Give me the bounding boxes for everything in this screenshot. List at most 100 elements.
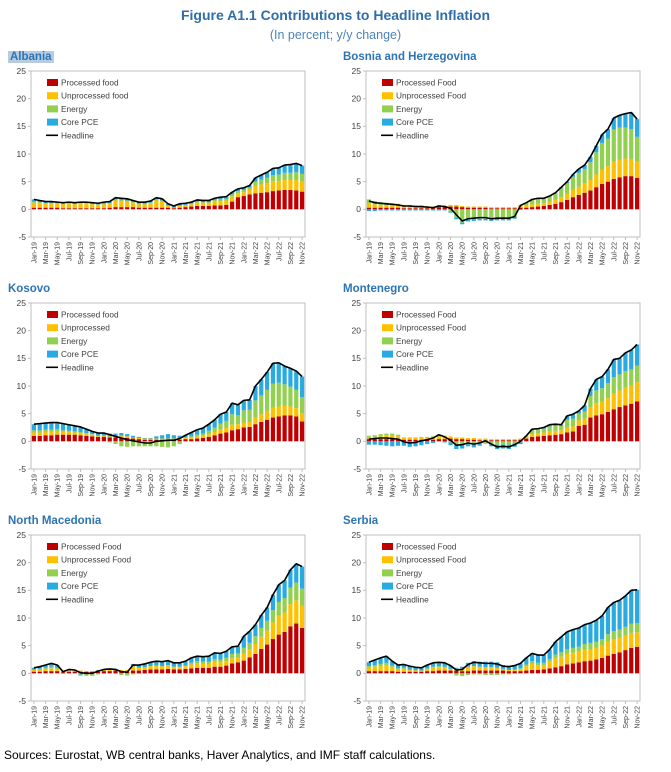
bar-energy: [270, 383, 276, 408]
bar-core_pce: [253, 177, 258, 182]
bar-processed_food: [230, 430, 235, 442]
x-tick-label: Mar-19: [43, 706, 50, 728]
bar-unprocessed_food: [448, 668, 453, 671]
bar-core_pce: [142, 663, 147, 668]
x-tick-label: Jan-22: [241, 242, 248, 264]
x-tick-label: Sep-19: [78, 706, 85, 729]
bar-energy: [154, 199, 159, 201]
x-tick-label: Jul-20: [471, 242, 478, 261]
bar-energy: [288, 386, 293, 407]
bar-unprocessed_food: [430, 667, 436, 672]
x-tick-label: Sep-20: [148, 242, 155, 265]
legend-label-processed_food: Processed Food: [396, 310, 457, 320]
y-tick-label: 15: [17, 585, 27, 595]
bar-energy: [31, 430, 37, 433]
x-tick-label: Nov-21: [230, 474, 237, 497]
bar-core_pce: [401, 664, 406, 668]
bar-core_pce: [247, 185, 252, 188]
bar-energy: [611, 129, 616, 162]
x-tick-label: Jan-22: [576, 242, 583, 264]
bar-core_pce: [230, 646, 235, 654]
bar-core_pce: [55, 422, 60, 430]
bar-unprocessed_food: [55, 431, 60, 435]
bar-energy: [200, 661, 206, 664]
bar-core_pce: [171, 435, 176, 439]
bar-unprocessed_food: [582, 418, 587, 425]
bar-processed_food: [230, 201, 235, 210]
bar-core_pce: [282, 165, 287, 173]
bar-energy: [605, 138, 611, 167]
bar-unprocessed_food: [183, 205, 188, 208]
bar-core_pce: [559, 636, 564, 653]
bar-processed_food: [294, 416, 299, 442]
bar-unprocessed_food: [282, 405, 287, 416]
bar-core_pce: [177, 662, 182, 667]
bar-unprocessed_food: [541, 203, 546, 207]
bar-unprocessed_food: [384, 204, 389, 208]
x-tick-label: May-21: [530, 242, 537, 265]
bar-processed_food: [183, 207, 188, 210]
bar-unprocessed_food: [253, 644, 258, 654]
bar-core_pce: [366, 662, 372, 667]
bar-processed_food: [142, 207, 147, 210]
x-tick-label: Mar-19: [43, 474, 50, 496]
bar-core_pce: [629, 112, 634, 130]
bar-energy: [31, 201, 37, 203]
x-tick-label: Sep-22: [623, 242, 630, 265]
bar-unprocessed_food: [570, 426, 576, 432]
bar-unprocessed_food: [629, 632, 634, 648]
bar-processed_food: [489, 670, 494, 674]
bar-energy: [66, 203, 71, 204]
bar-core_pce: [294, 563, 299, 583]
bar-processed_food: [247, 194, 252, 210]
bar-processed_food: [483, 207, 488, 210]
bar-processed_food: [629, 647, 634, 674]
bar-processed_food: [119, 207, 124, 210]
bar-energy: [547, 196, 552, 202]
x-tick-label: Jul-19: [401, 474, 408, 493]
bar-energy: [206, 202, 211, 204]
bar-unprocessed_food: [276, 181, 281, 191]
legend-label-processed_food: Processed Food: [396, 542, 457, 552]
bar-energy: [189, 436, 194, 438]
bar-core_pce: [419, 209, 424, 211]
bar-energy: [454, 673, 459, 676]
bar-core_pce: [378, 209, 383, 211]
x-tick-label: Jan-21: [171, 242, 178, 264]
legend-label-core_pce: Core PCE: [396, 349, 434, 359]
bar-energy: [407, 669, 412, 671]
bar-energy: [95, 673, 101, 675]
x-tick-label: Jan-21: [506, 474, 513, 496]
bar-processed_food: [570, 431, 576, 442]
bar-unprocessed_food: [366, 203, 372, 208]
bar-energy: [530, 430, 535, 435]
bar-core_pce: [235, 404, 241, 416]
bar-unprocessed_food: [189, 664, 194, 669]
bar-processed_food: [553, 203, 558, 210]
bar-energy: [136, 673, 141, 674]
bar-processed_food: [160, 669, 165, 674]
bar-processed_food: [419, 671, 424, 674]
bar-processed_food: [31, 671, 37, 674]
bar-core_pce: [390, 661, 395, 666]
bar-core_pce: [524, 657, 529, 665]
bar-core_pce: [547, 649, 552, 659]
bar-unprocessed_food: [119, 201, 124, 208]
bar-unprocessed_food: [611, 639, 616, 654]
bar-core_pce: [395, 441, 401, 446]
legend-label-processed_food: Processed Food: [396, 78, 457, 88]
x-tick-label: May-22: [265, 242, 272, 265]
bar-core_pce: [55, 665, 60, 668]
bar-energy: [160, 441, 165, 447]
bar-processed_food: [506, 440, 511, 442]
bar-unprocessed_food: [125, 201, 130, 208]
bar-unprocessed_food: [37, 432, 42, 436]
bar-processed_food: [282, 189, 287, 210]
x-tick-label: Jan-19: [31, 706, 38, 728]
bar-energy: [436, 666, 441, 668]
bar-processed_food: [384, 207, 389, 210]
bar-processed_food: [206, 436, 211, 442]
y-tick-label: 20: [352, 557, 362, 567]
x-tick-label: Mar-22: [253, 242, 260, 264]
bar-processed_food: [442, 439, 447, 442]
